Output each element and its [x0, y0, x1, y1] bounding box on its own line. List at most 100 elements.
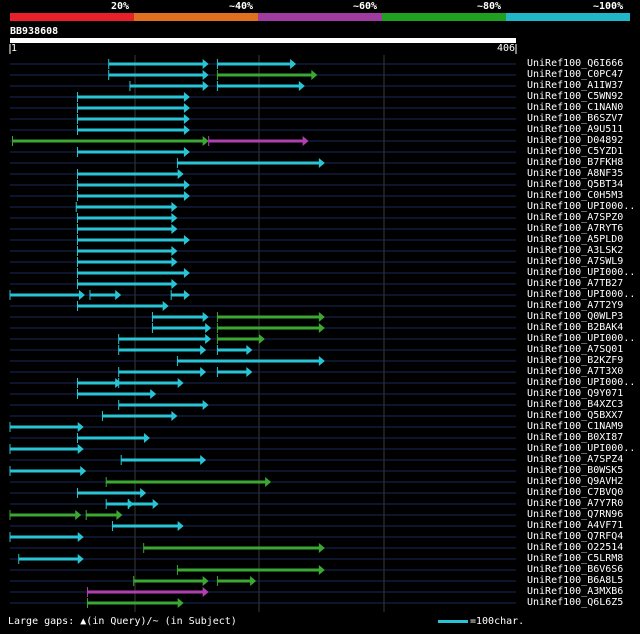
color-scale-segment — [506, 13, 630, 21]
scale-label-20: 20% — [111, 1, 130, 12]
hit-segment-arrow — [77, 532, 84, 542]
hit-label[interactable]: UniRef100_O22514 — [527, 542, 624, 553]
hit-segment — [118, 370, 202, 374]
hit-label[interactable]: UniRef100_Q5BXX7 — [527, 410, 624, 421]
hit-label[interactable]: UniRef100_B4XZC3 — [527, 399, 624, 410]
hit-label[interactable]: UniRef100_UPI000.. — [527, 377, 636, 388]
hit-label[interactable]: UniRef100_Q6I666 — [527, 58, 624, 69]
hit-label[interactable]: UniRef100_A3MXB6 — [527, 586, 624, 597]
hit-segment-arrow — [246, 345, 253, 355]
hit-segment — [217, 326, 320, 330]
color-scale-segment — [258, 13, 382, 21]
hit-label[interactable]: UniRef100_UPI000.. — [527, 333, 636, 344]
hit-segment-arrow — [80, 466, 87, 476]
hit-segment-arrow — [177, 598, 184, 608]
hit-label[interactable]: UniRef100_A7SQ01 — [527, 344, 624, 355]
hit-segment-arrow — [171, 411, 178, 421]
hit-label[interactable]: UniRef100_C0PC47 — [527, 69, 624, 80]
hit-segment-arrow — [183, 92, 190, 102]
hit-segment-arrow — [115, 378, 122, 388]
hit-segment — [118, 381, 179, 385]
hit-label[interactable]: UniRef100_A5PLD0 — [527, 234, 624, 245]
hit-segment — [112, 524, 179, 528]
hit-label[interactable]: UniRef100_C0H5M3 — [527, 190, 624, 201]
hit-segment — [89, 293, 117, 297]
hit-segment — [152, 315, 204, 319]
hit-label[interactable]: UniRef100_A7TB27 — [527, 278, 624, 289]
hit-label[interactable]: UniRef100_UPI000.. — [527, 289, 636, 300]
hit-label[interactable]: UniRef100_B2KZF9 — [527, 355, 624, 366]
hit-segment — [10, 469, 82, 473]
hit-segment — [77, 117, 185, 121]
hit-segment — [177, 161, 320, 165]
hit-segment-arrow — [183, 191, 190, 201]
hit-segment-arrow — [171, 224, 178, 234]
footer-gaps: Large gaps: ▲(in Query)/~ (in Subject) — [8, 616, 237, 628]
hit-segment — [18, 557, 79, 561]
hit-label[interactable]: UniRef100_A7T2Y9 — [527, 300, 624, 311]
hit-segment — [217, 62, 292, 66]
hit-segment — [177, 568, 320, 572]
hit-label[interactable]: UniRef100_B0XI87 — [527, 432, 624, 443]
hit-segment-arrow — [162, 301, 169, 311]
hit-segment — [77, 194, 185, 198]
hit-label[interactable]: UniRef100_Q5BT34 — [527, 179, 624, 190]
hit-label[interactable]: UniRef100_A3LSK2 — [527, 245, 624, 256]
hit-label[interactable]: UniRef100_UPI000.. — [527, 267, 636, 278]
hit-label[interactable]: UniRef100_D04892 — [527, 135, 624, 146]
hit-segment — [10, 535, 79, 539]
hit-segment-arrow — [202, 576, 209, 586]
hit-label[interactable]: UniRef100_A7SWL9 — [527, 256, 624, 267]
hit-label[interactable]: UniRef100_C5WN92 — [527, 91, 624, 102]
hit-label[interactable]: UniRef100_A8NF35 — [527, 168, 624, 179]
hit-label[interactable]: UniRef100_UPI000.. — [527, 201, 636, 212]
hit-segment-arrow — [200, 345, 207, 355]
hit-label[interactable]: UniRef100_B6SZV7 — [527, 113, 624, 124]
hit-label[interactable]: UniRef100_C7BVQ0 — [527, 487, 624, 498]
hit-label[interactable]: UniRef100_A9U511 — [527, 124, 624, 135]
hit-segment — [77, 172, 179, 176]
hit-segment-arrow — [177, 521, 184, 531]
hit-label[interactable]: UniRef100_C1NAM9 — [527, 421, 624, 432]
hit-segment-arrow — [250, 576, 257, 586]
hit-label[interactable]: UniRef100_C5LRM8 — [527, 553, 624, 564]
hit-label[interactable]: UniRef100_A7SPZ0 — [527, 212, 624, 223]
hit-segment-arrow — [77, 554, 84, 564]
hit-segment — [10, 447, 79, 451]
hit-segment-arrow — [202, 136, 209, 146]
hit-label[interactable]: UniRef100_Q0WLP3 — [527, 311, 624, 322]
hit-segment — [128, 502, 154, 506]
hit-segment-arrow — [183, 125, 190, 135]
hit-label[interactable]: UniRef100_A7RYT6 — [527, 223, 624, 234]
hit-label[interactable]: UniRef100_A7T3X0 — [527, 366, 624, 377]
hit-segment — [77, 183, 185, 187]
hit-label[interactable]: UniRef100_Q9Y071 — [527, 388, 624, 399]
hit-segment-arrow — [183, 268, 190, 278]
hit-label[interactable]: UniRef100_A1IW37 — [527, 80, 624, 91]
hit-label[interactable]: UniRef100_A7Y7R0 — [527, 498, 624, 509]
hit-label[interactable]: UniRef100_B7FKH8 — [527, 157, 624, 168]
hit-label[interactable]: UniRef100_B6A8L5 — [527, 575, 624, 586]
hit-segment-arrow — [302, 136, 309, 146]
hit-label[interactable]: UniRef100_B0WSK5 — [527, 465, 624, 476]
hit-label[interactable]: UniRef100_A7SPZ4 — [527, 454, 624, 465]
hit-label[interactable]: UniRef100_Q7RFQ4 — [527, 531, 624, 542]
hit-segment-arrow — [265, 477, 272, 487]
hit-label[interactable]: UniRef100_Q7RN96 — [527, 509, 624, 520]
hit-label[interactable]: UniRef100_C1NAN0 — [527, 102, 624, 113]
hit-segment-arrow — [171, 257, 178, 267]
hit-label[interactable]: UniRef100_UPI000.. — [527, 443, 636, 454]
hit-label[interactable]: UniRef100_A4VF71 — [527, 520, 624, 531]
hit-segment-arrow — [318, 312, 325, 322]
hit-label[interactable]: UniRef100_Q9AVH2 — [527, 476, 624, 487]
query-gap-icon: ▲ — [80, 616, 87, 627]
hit-segment-arrow — [171, 202, 178, 212]
hit-label[interactable]: UniRef100_B6V6S6 — [527, 564, 624, 575]
hit-segment-arrow — [171, 213, 178, 223]
query-bar — [10, 38, 516, 43]
hit-label[interactable]: UniRef100_C5YZD1 — [527, 146, 624, 157]
hit-label[interactable]: UniRef100_B2BAK4 — [527, 322, 624, 333]
hit-segment-arrow — [202, 70, 209, 80]
hit-label[interactable]: UniRef100_Q6L6Z5 — [527, 597, 624, 608]
